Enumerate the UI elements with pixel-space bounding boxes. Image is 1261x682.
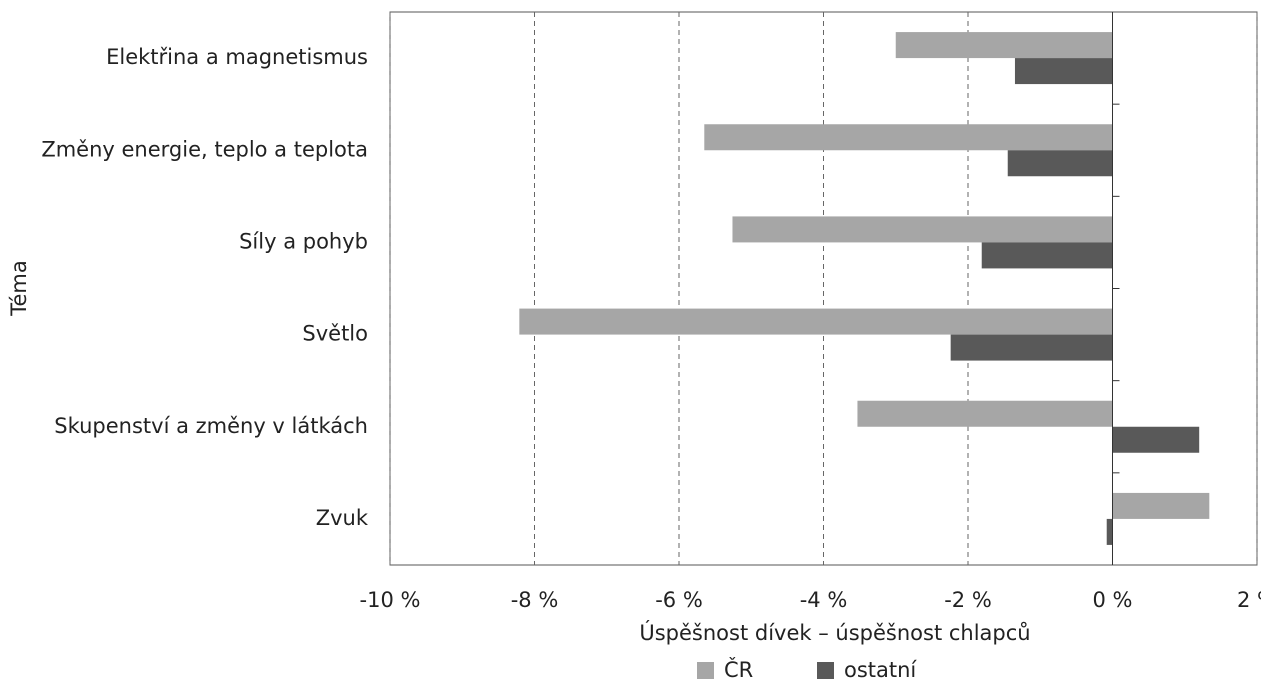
legend-label: ČR <box>724 657 753 682</box>
bar <box>1014 58 1113 85</box>
bar <box>1112 492 1210 519</box>
bar <box>895 32 1113 59</box>
bar <box>732 216 1113 243</box>
bar <box>1106 518 1113 545</box>
y-tick-label: Skupenství a změny v látkách <box>54 414 368 438</box>
y-tick-label: Změny energie, teplo a teplota <box>41 137 368 161</box>
x-tick-label: -4 % <box>800 588 848 612</box>
x-tick-label: -10 % <box>360 588 421 612</box>
y-axis-title: Téma <box>7 260 31 317</box>
legend-swatch <box>817 662 834 679</box>
y-tick-label: Elektřina a magnetismus <box>106 45 368 69</box>
x-tick-label: -2 % <box>944 588 992 612</box>
bar <box>519 308 1113 335</box>
x-axis-title: Úspěšnost dívek – úspěšnost chlapců <box>639 620 1030 645</box>
y-tick-label: Síly a pohyb <box>239 229 368 253</box>
x-tick-label: -8 % <box>511 588 559 612</box>
y-tick-label: Zvuk <box>316 506 369 530</box>
x-tick-label: 2 % <box>1237 588 1261 612</box>
x-tick-label: 0 % <box>1093 588 1133 612</box>
bar <box>981 242 1113 269</box>
bar <box>950 334 1113 361</box>
y-tick-label: Světlo <box>302 322 368 346</box>
legend-swatch <box>697 662 714 679</box>
legend-label: ostatní <box>844 658 917 682</box>
x-tick-label: -6 % <box>655 588 703 612</box>
bar <box>1112 426 1200 453</box>
bar <box>1007 150 1113 177</box>
bar <box>857 400 1113 427</box>
bar <box>704 124 1113 151</box>
